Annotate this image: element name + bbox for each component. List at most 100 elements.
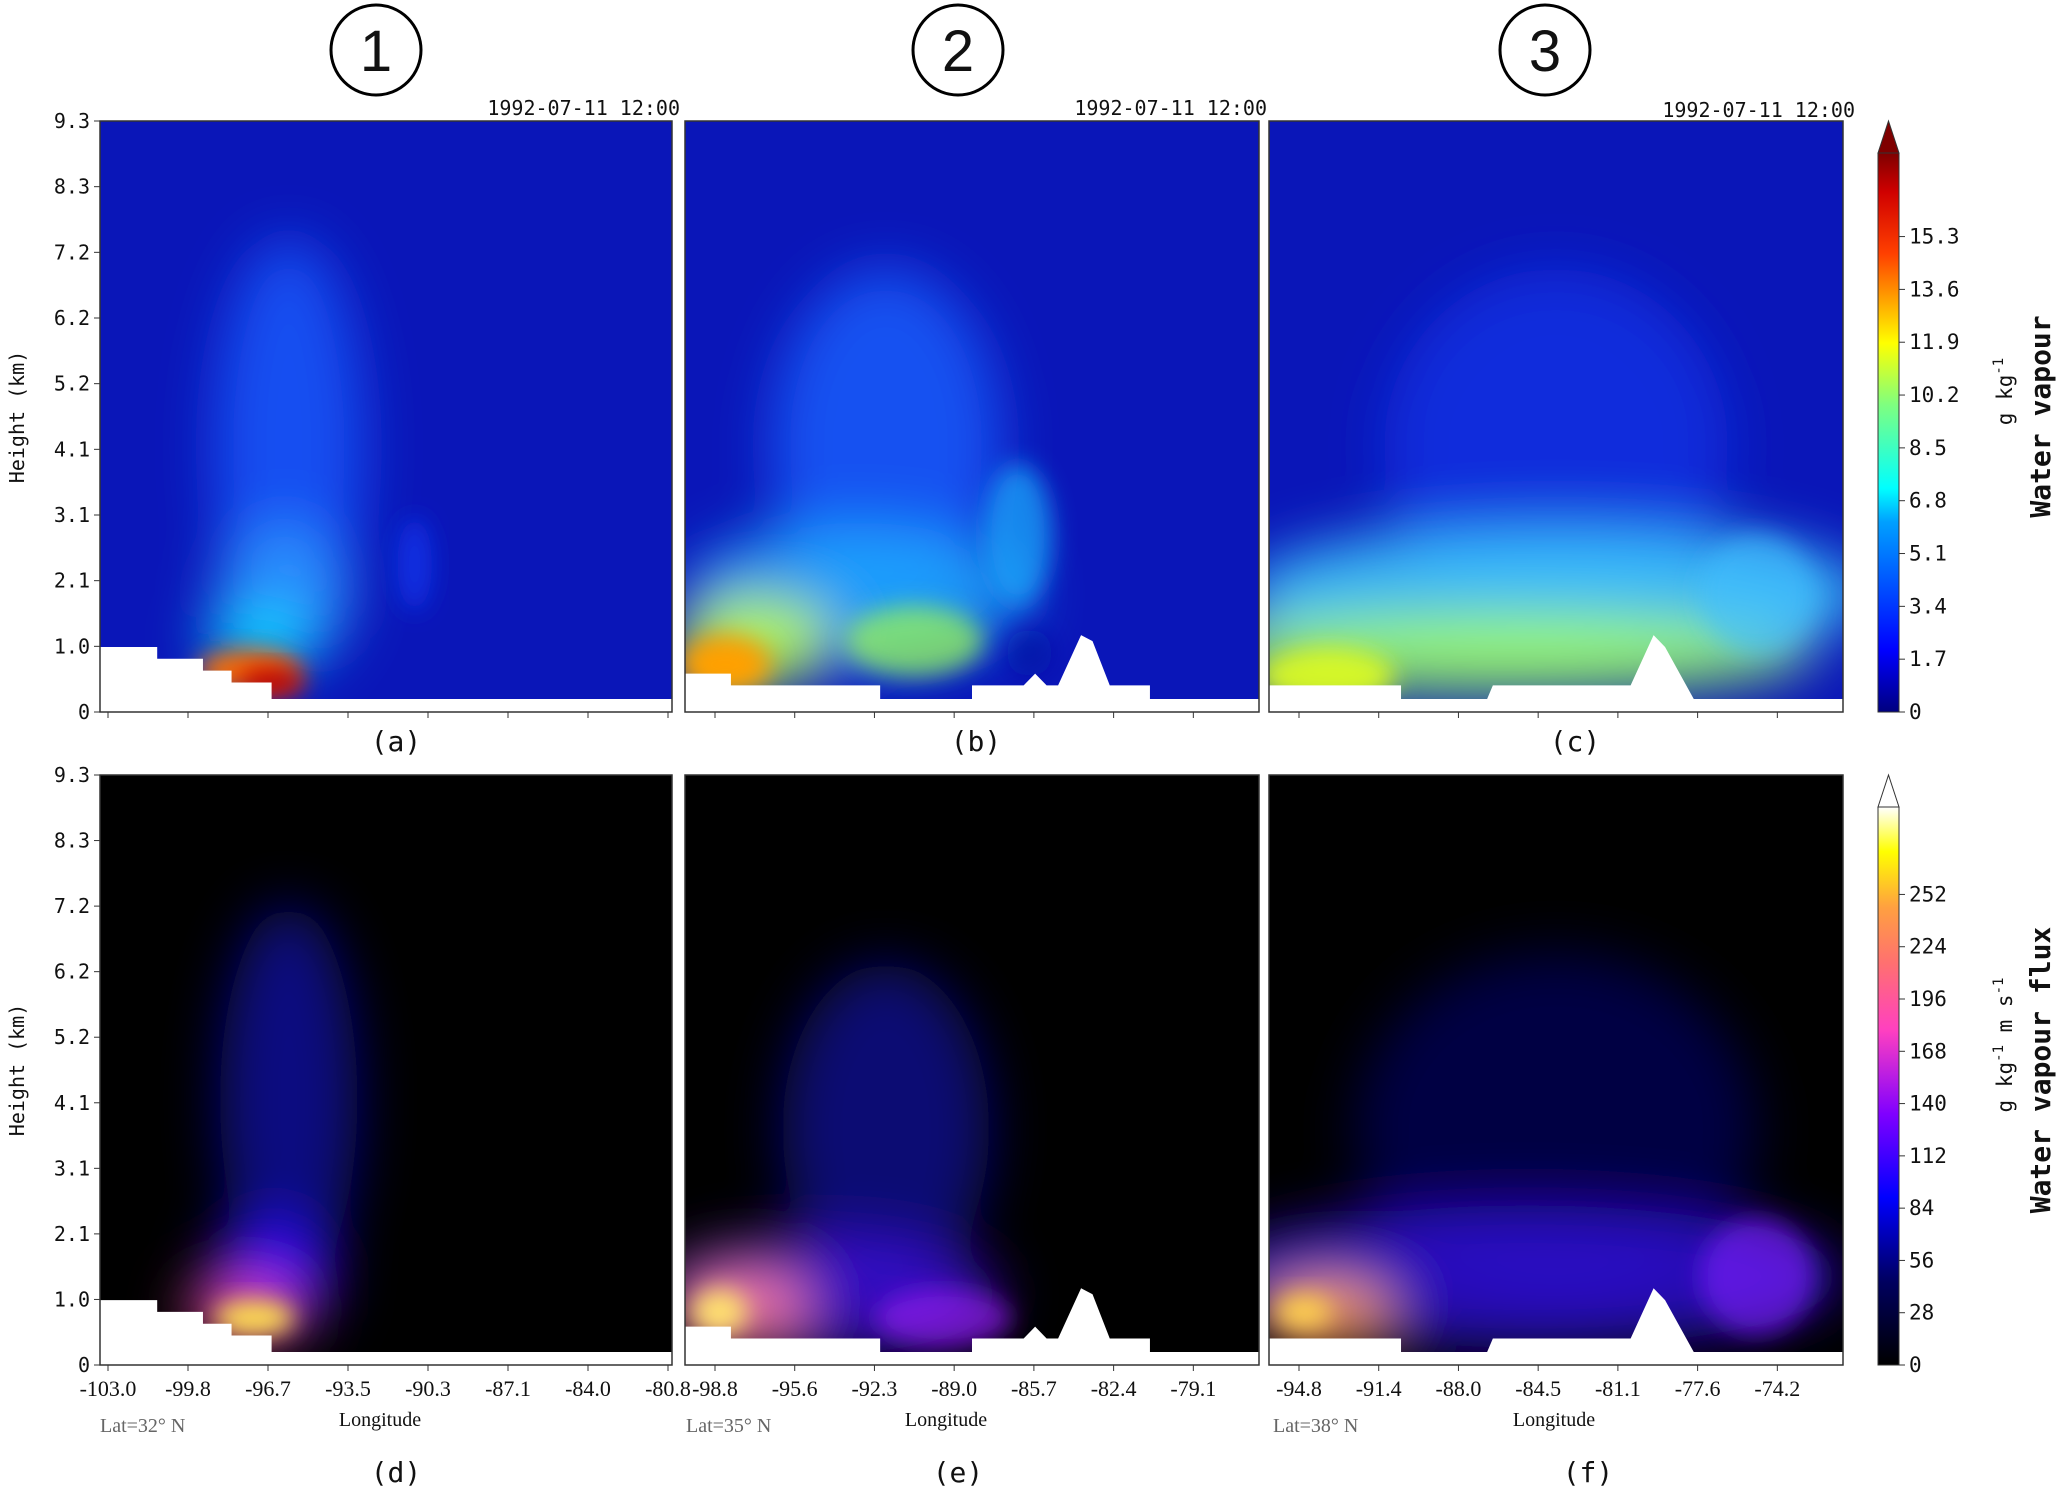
panels: 9.3 8.3 7.2 6.2 5.2 4.1 3.1 2.1 1.0 0 9.3 8.3 7.2 6.2… xyxy=(54,109,1844,1401)
y-tick-label: 5.2 xyxy=(54,372,90,396)
x-tick-label: -90.3 xyxy=(405,1376,451,1401)
colorbar-tick-label: 0 xyxy=(1909,700,1922,724)
y-tick-label: 4.1 xyxy=(54,1091,90,1115)
heatmap-panel-d: 9.3 8.3 7.2 6.2 5.2 4.1 3.1 2.1 1.0 0-103.0 -99.8 -… xyxy=(54,763,691,1401)
terrain-mask xyxy=(685,1288,1259,1365)
heatmap-feature xyxy=(1699,1217,1815,1336)
x-tick-label: -89.0 xyxy=(931,1376,977,1401)
colorbars: 0 1.7 3.4 5.1 6.8 8.5 10.2 11.9 13.6 15.3 Water va… xyxy=(1877,119,2057,1377)
colorbar-title: Water vapour flux xyxy=(2024,927,2057,1214)
panel-frame xyxy=(99,774,673,1366)
column-number: 3 xyxy=(1529,19,1561,84)
heatmap-feature xyxy=(1699,534,1815,653)
timestamp-b: 1992-07-11 12:00 xyxy=(1074,96,1267,120)
colorbar-tick-label: 1.7 xyxy=(1909,647,1947,671)
y-tick-label: 2.1 xyxy=(54,569,90,593)
colorbar-tick-label: 28 xyxy=(1909,1301,1934,1325)
y-axis-title-top: Height (km) xyxy=(5,351,29,483)
x-tick-label: -95.6 xyxy=(772,1376,818,1401)
colorbar-tick-label: 0 xyxy=(1909,1353,1922,1377)
colorbar-units: g kg-1 xyxy=(1991,358,2017,425)
heatmap-feature xyxy=(983,463,1053,606)
x-tick-label: -92.3 xyxy=(852,1376,898,1401)
y-tick-label: 6.2 xyxy=(54,960,90,984)
y-tick-label: 7.2 xyxy=(54,240,90,264)
panel-frame xyxy=(1268,774,1844,1366)
heatmap-panel-f: -94.8 -91.4 -88.0 -84.5 -81.1 -77.6 -74.2 xyxy=(1268,774,1844,1401)
colorbar-units: g kg-1 m s-1 xyxy=(1991,978,2017,1113)
colorbar-tick-label: 168 xyxy=(1909,1039,1947,1063)
latitude-label-f: Lat=38° N xyxy=(1273,1415,1358,1437)
colorbar-title: Water vapour xyxy=(2024,315,2057,517)
column-header-2: 2 xyxy=(911,3,1005,97)
timestamp-c: 1992-07-11 12:00 xyxy=(1662,98,1855,122)
x-tick-label: -88.0 xyxy=(1436,1376,1482,1401)
heatmap-feature xyxy=(845,605,984,677)
timestamp-a: 1992-07-11 12:00 xyxy=(487,96,680,120)
colorbar-tick-label: 56 xyxy=(1909,1248,1934,1272)
x-tick-label: -87.1 xyxy=(485,1376,531,1401)
heatmap-panel-b xyxy=(684,120,1260,718)
heatmap-feature xyxy=(782,963,990,1295)
column-headers: 1 2 3 xyxy=(329,3,1592,97)
y-tick-label: 7.2 xyxy=(54,894,90,918)
colorbar-tick-label: 196 xyxy=(1909,987,1947,1011)
x-tick-label: -99.8 xyxy=(165,1376,211,1401)
y-tick-label: 9.3 xyxy=(54,763,90,787)
y-tick-label: 6.2 xyxy=(54,306,90,330)
y-axis-title-bottom: Height (km) xyxy=(5,1004,29,1136)
latitude-label-e: Lat=35° N xyxy=(686,1415,771,1437)
terrain-mask xyxy=(100,1300,672,1365)
y-tick-label: 4.1 xyxy=(54,437,90,461)
heatmap-panel-a: 9.3 8.3 7.2 6.2 5.2 4.1 3.1 2.1 1.0 0 xyxy=(54,109,673,724)
panel-frame xyxy=(684,774,1260,1366)
column-number: 2 xyxy=(942,19,974,84)
y-tick-label: 3.1 xyxy=(54,1156,90,1180)
heatmap-background xyxy=(100,121,672,712)
heatmap-background xyxy=(100,775,672,1365)
colorbar-tick-label: 15.3 xyxy=(1909,225,1960,249)
x-tick-label: -84.0 xyxy=(565,1376,611,1401)
panel-label-e: (e) xyxy=(933,1456,984,1489)
colorbar-extend-arrow xyxy=(1877,119,1900,154)
x-tick-label: -91.4 xyxy=(1356,1376,1402,1401)
heatmap-feature xyxy=(1006,629,1053,677)
colorbar-tick-label: 13.6 xyxy=(1909,277,1960,301)
heatmap-panel-c xyxy=(1268,120,1844,718)
colorbar-tick-label: 140 xyxy=(1909,1092,1947,1116)
x-tick-label: -80.8 xyxy=(645,1376,691,1401)
heatmap-feature xyxy=(690,1288,749,1336)
x-tick-label: -93.5 xyxy=(325,1376,371,1401)
x-tick-label: -81.1 xyxy=(1595,1376,1641,1401)
colorbar-tick-label: 6.8 xyxy=(1909,489,1947,513)
heatmap-feature xyxy=(1274,1294,1333,1330)
colorbar-tick-label: 252 xyxy=(1909,882,1947,906)
x-axis-title-e: Longitude xyxy=(905,1409,987,1431)
x-tick-label: -85.7 xyxy=(1011,1376,1057,1401)
x-tick-label: -79.1 xyxy=(1170,1376,1216,1401)
panel-frame xyxy=(99,120,673,713)
colorbar-units-part: -1 xyxy=(1991,1045,2007,1062)
latitude-label-d: Lat=32° N xyxy=(100,1415,185,1437)
heatmap-panel-e: -98.8 -95.6 -92.3 -89.0 -85.7 -82.4 -79.1 xyxy=(684,774,1260,1401)
x-tick-label: -96.7 xyxy=(245,1376,291,1401)
colorbar-units-part: g kg xyxy=(1993,375,2017,426)
heatmap-feature xyxy=(220,904,358,1295)
heatmap-feature xyxy=(397,516,432,612)
x-tick-label: -82.4 xyxy=(1091,1376,1137,1401)
column-header-1: 1 xyxy=(329,3,423,97)
colorbar-tick-label: 10.2 xyxy=(1909,383,1960,407)
x-tick-label: -84.5 xyxy=(1515,1376,1561,1401)
y-tick-label: 9.3 xyxy=(54,109,90,133)
panel-label-c: (c) xyxy=(1550,725,1601,758)
panel-frame xyxy=(684,120,1260,713)
y-tick-label: 2.1 xyxy=(54,1222,90,1246)
colorbar-tick-label: 112 xyxy=(1909,1144,1947,1168)
x-tick-label: -74.2 xyxy=(1754,1376,1800,1401)
colorbar-units-part: g kg xyxy=(1993,1062,2017,1113)
y-tick-label: 3.1 xyxy=(54,503,90,527)
panel-label-f: (f) xyxy=(1563,1456,1614,1489)
x-tick-label: -98.8 xyxy=(692,1376,738,1401)
heatmap-feature xyxy=(874,1288,1013,1348)
